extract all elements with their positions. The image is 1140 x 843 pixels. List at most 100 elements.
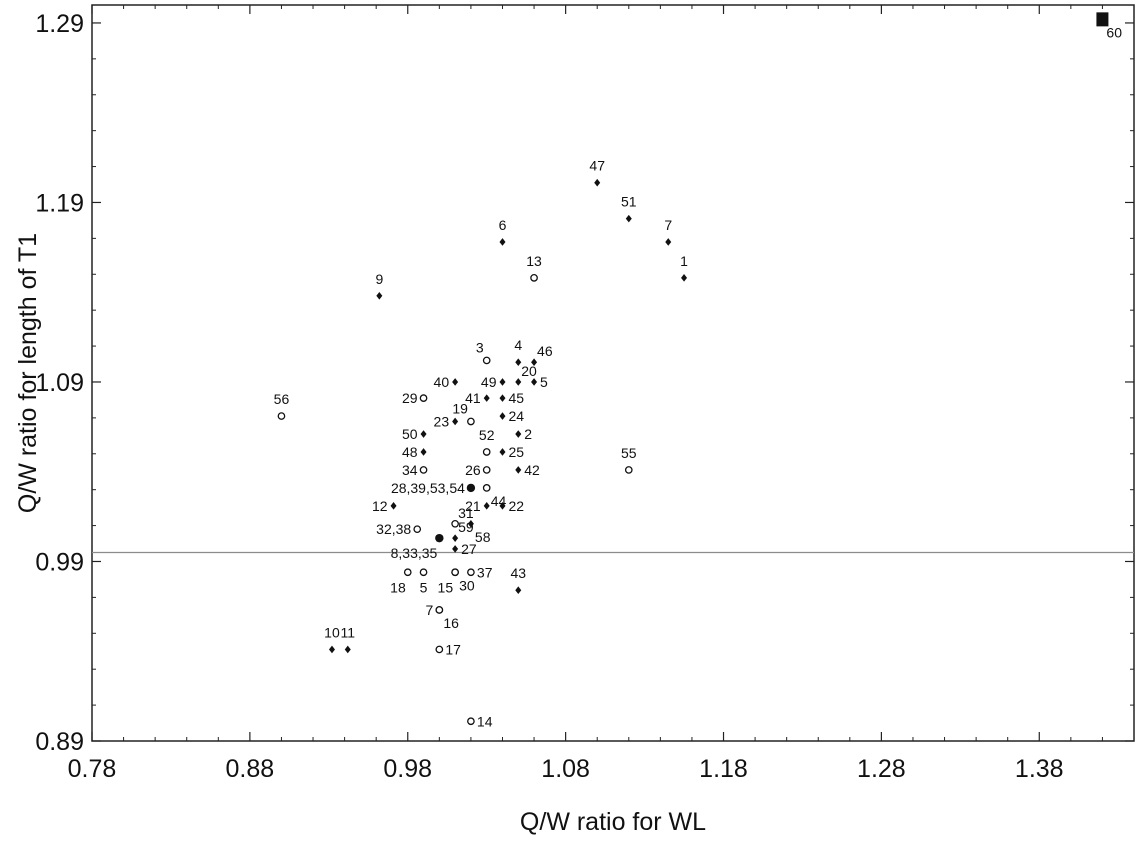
- point-label: 50: [402, 426, 418, 442]
- point-label: 13: [526, 253, 542, 269]
- point-open-circle: [435, 606, 444, 614]
- point-label: 59: [458, 519, 474, 535]
- point-square: [1096, 12, 1109, 27]
- point-diamond: [420, 448, 427, 456]
- point-label: 58: [475, 529, 491, 545]
- point-label: 14: [477, 713, 493, 729]
- point-label: 18: [390, 579, 406, 595]
- point-label: 56: [274, 391, 290, 407]
- x-axis-title: Q/W ratio for WL: [520, 808, 706, 836]
- point-label: 29: [402, 390, 418, 406]
- plot-frame: [91, 4, 1135, 742]
- point-label: 8,33,35: [391, 545, 438, 561]
- point-label: 11: [340, 624, 355, 640]
- point-open-circle: [482, 448, 491, 456]
- point-diamond: [665, 238, 672, 246]
- point-label: 22: [508, 498, 524, 514]
- point-diamond: [515, 466, 522, 474]
- point-open-circle: [413, 525, 422, 534]
- point-label: 10: [324, 624, 340, 640]
- point-label: 17: [445, 641, 461, 657]
- x-tick-label: 1.18: [699, 755, 748, 783]
- point-open-circle: [419, 466, 428, 474]
- y-tick-label: 0.99: [35, 548, 84, 576]
- point-diamond: [452, 417, 459, 426]
- point-open-circle: [419, 394, 428, 402]
- point-diamond: [499, 502, 506, 510]
- y-tick-label: 1.29: [35, 10, 84, 38]
- point-label: 48: [402, 444, 418, 460]
- data-points: [277, 12, 1109, 726]
- y-tick-label: 0.89: [35, 728, 84, 756]
- point-label: 9: [375, 271, 383, 287]
- x-tick-label: 0.98: [383, 755, 432, 783]
- point-diamond: [499, 238, 506, 246]
- point-label: 2: [524, 426, 532, 442]
- point-open-circle: [435, 645, 444, 654]
- point-label: 40: [434, 374, 450, 390]
- point-label: 34: [402, 462, 418, 478]
- point-label: 52: [479, 427, 495, 443]
- point-label: 25: [508, 444, 524, 460]
- point-diamond: [420, 430, 427, 438]
- point-diamond: [483, 502, 490, 510]
- point-label: 7: [426, 602, 434, 618]
- point-label: 7: [664, 217, 672, 233]
- point-label: 51: [621, 194, 637, 210]
- point-label: 28,39,53,54: [391, 480, 465, 496]
- y-tick-label: 1.19: [35, 189, 84, 217]
- point-label: 4: [514, 337, 522, 353]
- point-label: 16: [443, 615, 459, 631]
- point-open-circle: [530, 274, 538, 282]
- point-label: 5: [420, 579, 428, 595]
- point-diamond: [467, 519, 474, 528]
- point-label: 27: [461, 541, 477, 557]
- point-label: 6: [499, 217, 507, 233]
- point-label: 41: [465, 390, 481, 406]
- point-diamond: [452, 534, 459, 542]
- point-label: 20: [521, 363, 537, 379]
- point-label: 55: [621, 445, 637, 461]
- point-open-circle: [482, 466, 491, 474]
- point-diamond: [376, 292, 383, 300]
- point-filled-circle: [466, 483, 476, 493]
- point-open-circle: [451, 519, 459, 528]
- point-label: 60: [1106, 24, 1122, 40]
- point-diamond: [344, 645, 351, 654]
- point-label: 30: [459, 577, 475, 593]
- point-diamond: [515, 430, 522, 438]
- point-diamond: [625, 214, 632, 223]
- x-tick-label: 0.78: [68, 755, 117, 783]
- point-label: 44: [491, 493, 507, 509]
- point-diamond: [515, 358, 522, 367]
- point-diamond: [515, 586, 522, 595]
- point-label: 26: [465, 462, 481, 478]
- point-open-circle: [403, 568, 412, 577]
- point-label: 42: [524, 462, 540, 478]
- point-label: 23: [434, 413, 450, 429]
- point-diamond: [594, 178, 601, 187]
- point-diamond: [483, 394, 490, 402]
- point-diamond: [531, 358, 538, 367]
- point-diamond: [452, 545, 459, 553]
- x-tick-label: 1.38: [1015, 755, 1064, 783]
- point-label: 1: [680, 253, 688, 269]
- point-diamond: [452, 378, 459, 386]
- point-diamond: [328, 645, 335, 654]
- point-open-circle: [482, 484, 491, 492]
- point-label: 15: [438, 579, 454, 595]
- point-diamond: [499, 448, 506, 456]
- point-label: 46: [537, 343, 553, 359]
- point-open-circle: [482, 356, 491, 365]
- point-diamond: [390, 502, 397, 510]
- point-open-circle: [467, 417, 475, 426]
- point-label: 31: [458, 505, 474, 521]
- x-tick-label: 0.88: [226, 755, 275, 783]
- point-label: 5: [540, 374, 548, 390]
- point-diamond: [531, 378, 538, 386]
- point-label: 49: [481, 374, 497, 390]
- point-label: 24: [508, 408, 524, 424]
- y-axis-title: Q/W ratio for length of T1: [14, 233, 42, 513]
- point-label: 19: [452, 400, 468, 416]
